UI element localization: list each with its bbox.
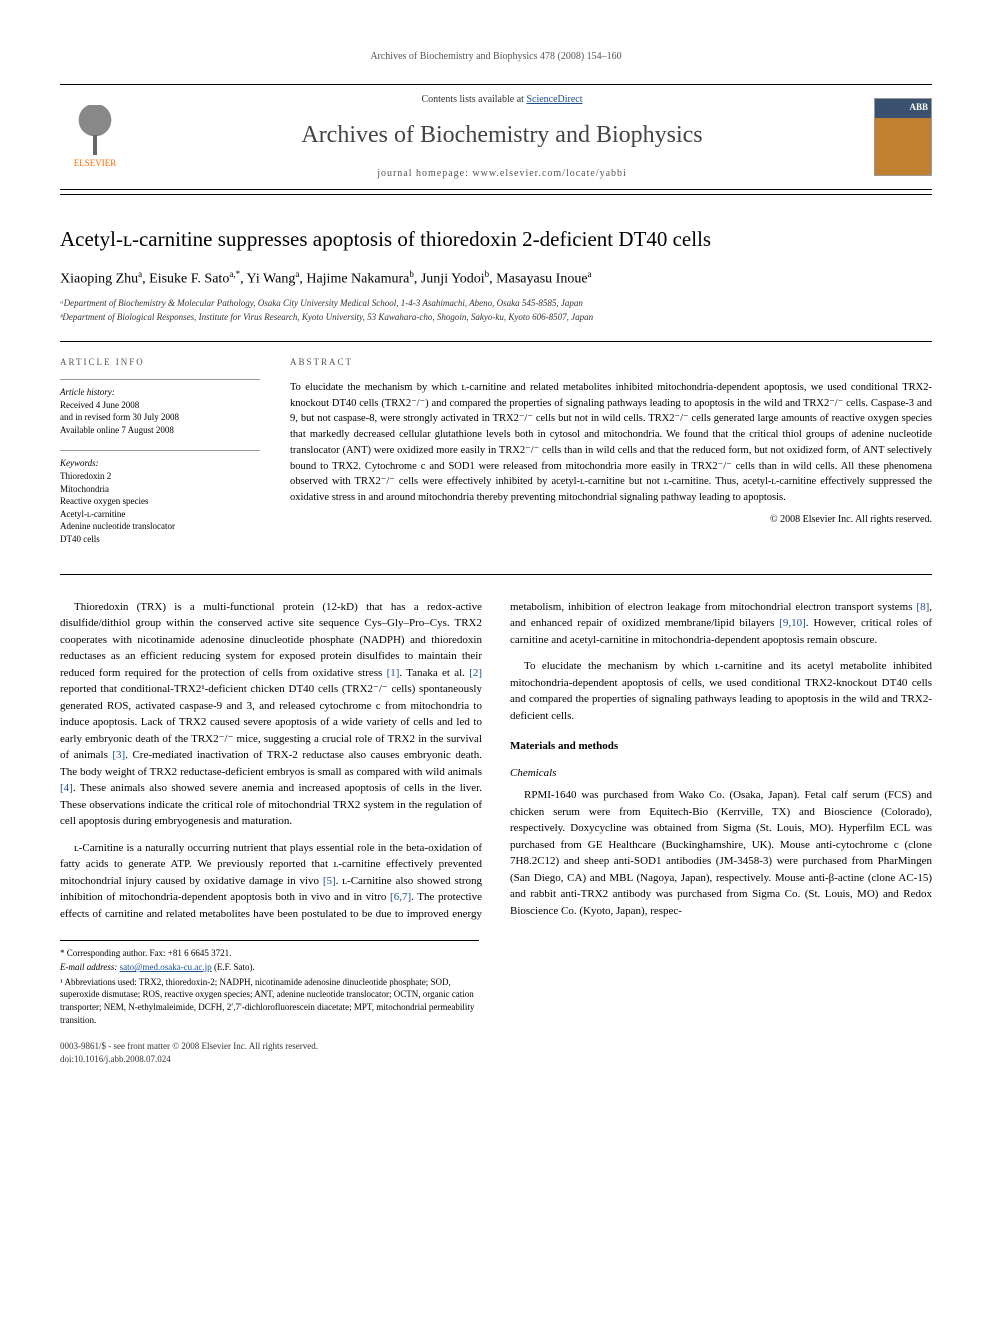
history-online: Available online 7 August 2008 <box>60 424 260 437</box>
email-label: E-mail address: <box>60 962 120 972</box>
running-head: Archives of Biochemistry and Biophysics … <box>60 50 932 64</box>
affiliations: ᵃDepartment of Biochemistry & Molecular … <box>60 297 932 323</box>
affiliation-b: ᵇDepartment of Biological Responses, Ins… <box>60 311 932 324</box>
keyword-3: Acetyl-ʟ-carnitine <box>60 508 260 521</box>
publisher-name: ELSEVIER <box>74 157 117 170</box>
article-info-heading: ARTICLE INFO <box>60 356 260 369</box>
doi-line: doi:10.1016/j.abb.2008.07.024 <box>60 1053 318 1066</box>
abstract-block: ABSTRACT To elucidate the mechanism by w… <box>290 356 932 559</box>
body-text: Thioredoxin (TRX) is a multi-functional … <box>60 599 932 926</box>
authors-list: Xiaoping Zhua, Eisuke F. Satoa,*, Yi Wan… <box>60 268 932 289</box>
journal-title: Archives of Biochemistry and Biophysics <box>130 119 874 153</box>
keyword-0: Thioredoxin 2 <box>60 470 260 483</box>
email-link[interactable]: sato@med.osaka-cu.ac.jp <box>120 962 212 972</box>
history-revised: and in revised form 30 July 2008 <box>60 411 260 424</box>
chemicals-heading: Chemicals <box>510 765 932 782</box>
article-info-sidebar: ARTICLE INFO Article history: Received 4… <box>60 356 260 559</box>
homepage-label: journal homepage: <box>377 168 472 179</box>
homepage-url: www.elsevier.com/locate/yabbi <box>472 168 626 179</box>
keyword-1: Mitochondria <box>60 483 260 496</box>
sciencedirect-link[interactable]: ScienceDirect <box>526 94 582 105</box>
tree-icon <box>75 105 115 155</box>
abstract-heading: ABSTRACT <box>290 356 932 370</box>
email-line: E-mail address: sato@med.osaka-cu.ac.jp … <box>60 961 479 974</box>
history-received: Received 4 June 2008 <box>60 399 260 412</box>
history-label: Article history: <box>60 386 260 399</box>
journal-homepage: journal homepage: www.elsevier.com/locat… <box>130 167 874 181</box>
contents-prefix: Contents lists available at <box>421 94 526 105</box>
front-matter-line: 0003-9861/$ - see front matter © 2008 El… <box>60 1040 318 1053</box>
email-suffix: (E.F. Sato). <box>212 962 255 972</box>
intro-p1: Thioredoxin (TRX) is a multi-functional … <box>60 599 482 830</box>
intro-p3: To elucidate the mechanism by which ʟ-ca… <box>510 658 932 724</box>
page-footer: 0003-9861/$ - see front matter © 2008 El… <box>60 1040 932 1065</box>
footnotes: * Corresponding author. Fax: +81 6 6645 … <box>60 940 479 1027</box>
header-rule <box>60 194 932 195</box>
affiliation-a: ᵃDepartment of Biochemistry & Molecular … <box>60 297 932 310</box>
corresponding-author: * Corresponding author. Fax: +81 6 6645 … <box>60 947 479 960</box>
keywords-label: Keywords: <box>60 457 260 470</box>
keyword-2: Reactive oxygen species <box>60 495 260 508</box>
journal-header-bar: ELSEVIER Contents lists available at Sci… <box>60 84 932 190</box>
methods-p1: RPMI-1640 was purchased from Wako Co. (O… <box>510 787 932 919</box>
contents-available-line: Contents lists available at ScienceDirec… <box>130 93 874 107</box>
methods-heading: Materials and methods <box>510 738 932 755</box>
abbreviations: ¹ Abbreviations used: TRX2, thioredoxin-… <box>60 976 479 1026</box>
elsevier-logo: ELSEVIER <box>60 97 130 177</box>
abstract-text: To elucidate the mechanism by which ʟ-ca… <box>290 380 932 506</box>
keyword-5: DT40 cells <box>60 533 260 546</box>
section-divider <box>60 574 932 575</box>
keyword-4: Adenine nucleotide translocator <box>60 520 260 533</box>
abstract-copyright: © 2008 Elsevier Inc. All rights reserved… <box>290 512 932 527</box>
article-title: Acetyl-ʟ-carnitine suppresses apoptosis … <box>60 225 932 254</box>
journal-cover-thumbnail <box>874 98 932 176</box>
